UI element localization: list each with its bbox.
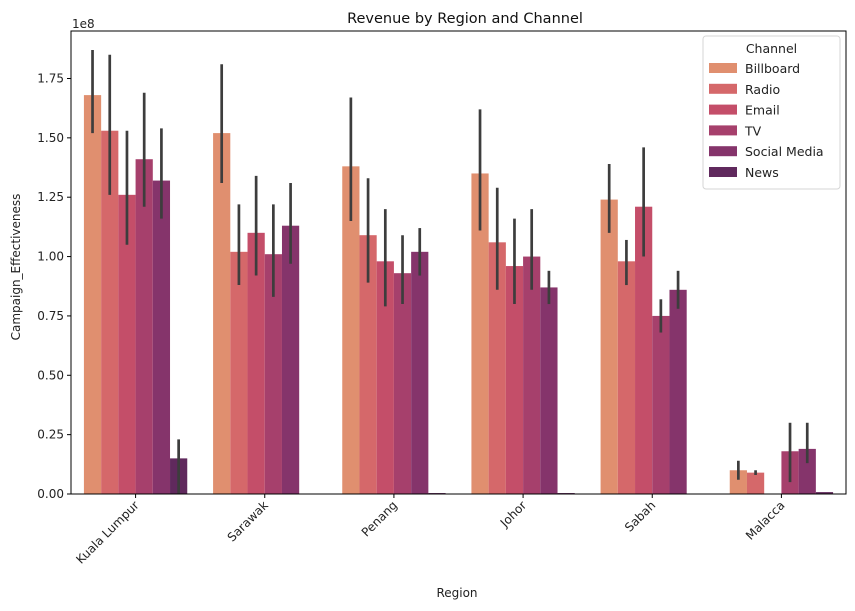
y-offset-text: 1e8 — [72, 17, 95, 31]
bar — [83, 95, 102, 495]
legend: Channel Billboard Radio Email TV Social Media… — [702, 35, 841, 190]
bar — [798, 448, 816, 494]
legend-label: News — [745, 165, 779, 180]
legend-box — [702, 35, 841, 190]
legend-swatch — [709, 167, 737, 177]
x-axis-title: Region — [436, 586, 477, 600]
bar — [600, 199, 618, 494]
legend-label: Billboard — [745, 61, 800, 76]
bar — [213, 133, 231, 494]
chart-title: Revenue by Region and Channel — [347, 11, 583, 27]
bar — [281, 225, 300, 494]
bar — [101, 130, 119, 494]
y-tick-label: 1.75 — [37, 71, 64, 85]
x-tick-label: Kuala Lumpur — [73, 498, 141, 566]
bar — [471, 173, 489, 494]
legend-label: Email — [745, 103, 780, 118]
x-tick-label: Malacca — [743, 498, 788, 543]
legend-swatch — [709, 104, 737, 115]
bar — [152, 180, 171, 494]
bar — [669, 289, 687, 494]
bar — [617, 261, 636, 494]
bar — [135, 159, 153, 494]
y-tick-label: 0.75 — [37, 309, 64, 323]
x-tick-label: Sarawak — [225, 498, 271, 544]
y-tick-label: 0.50 — [37, 368, 64, 382]
y-axis-title: Campaign_Effectiveness — [9, 194, 23, 341]
bar — [359, 235, 377, 494]
legend-label: Social Media — [745, 144, 824, 159]
bar — [540, 287, 558, 494]
legend-label: Radio — [745, 82, 780, 97]
bar — [815, 492, 834, 494]
legend-swatch — [709, 83, 737, 94]
legend-swatch — [709, 146, 737, 157]
bar — [247, 232, 265, 494]
bar — [230, 251, 248, 494]
y-tick-label: 0.25 — [37, 428, 64, 442]
x-tick-label: Sabah — [622, 498, 658, 534]
bar — [342, 166, 360, 494]
bar — [505, 266, 524, 494]
x-tick-label: Johor — [497, 498, 529, 530]
bar — [729, 470, 747, 494]
bar — [118, 194, 136, 494]
y-tick-label: 1.50 — [37, 131, 64, 145]
legend-swatch — [709, 63, 737, 73]
y-tick-label: 0.00 — [37, 487, 64, 501]
bar — [411, 251, 429, 494]
x-tick-label: Penang — [359, 498, 400, 539]
bar — [264, 254, 282, 494]
legend-title: Channel — [746, 41, 797, 56]
bar — [393, 273, 412, 494]
legend-swatch — [709, 125, 737, 136]
bar — [376, 261, 394, 494]
bar — [523, 256, 541, 494]
bar — [652, 315, 670, 494]
bar — [746, 472, 765, 494]
bar — [488, 242, 506, 494]
legend-label: TV — [744, 123, 762, 138]
y-tick-label: 1.00 — [37, 250, 64, 264]
bar — [635, 206, 653, 494]
axes-frame — [70, 30, 847, 495]
y-tick-label: 1.25 — [37, 190, 64, 204]
